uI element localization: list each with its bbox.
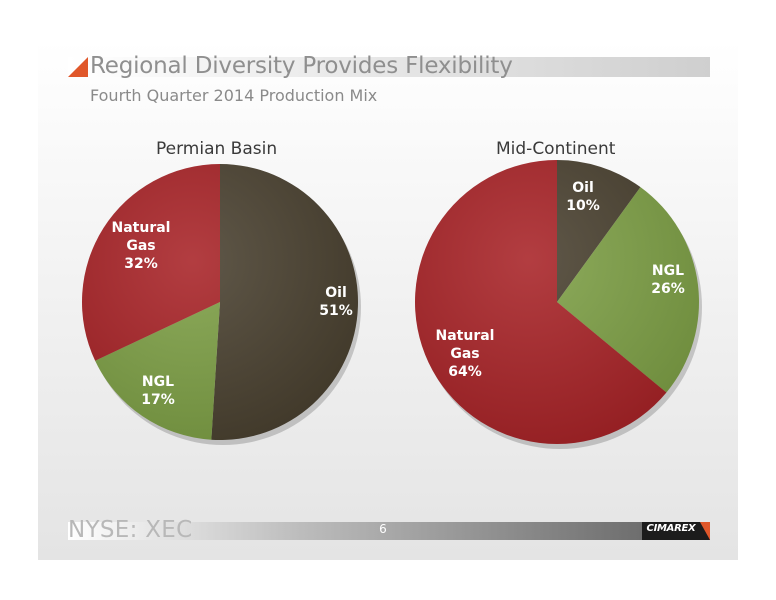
pie-mid-continent: Oil 10% NGL 26% Natural Gas 64% bbox=[415, 160, 702, 449]
footer-bar bbox=[68, 522, 642, 540]
title-bar bbox=[68, 57, 710, 77]
logo-corner-mark bbox=[700, 522, 710, 540]
chart-title-mid-continent: Mid-Continent bbox=[496, 139, 616, 159]
label-oil: Oil 51% bbox=[319, 285, 353, 319]
pie-shading bbox=[415, 160, 699, 444]
slide-title: Regional Diversity Provides Flexibility bbox=[90, 53, 513, 79]
label-natural-gas: Natural Gas 64% bbox=[436, 328, 495, 380]
label-oil: Oil 10% bbox=[566, 180, 600, 214]
chart-title-permian: Permian Basin bbox=[156, 139, 278, 159]
title-flag-icon bbox=[68, 57, 88, 77]
footer-ticker: NYSE: XEC bbox=[68, 517, 193, 543]
page-number: 6 bbox=[379, 522, 387, 536]
label-ngl: NGL 26% bbox=[651, 263, 685, 297]
label-natural-gas: Natural Gas 32% bbox=[112, 220, 171, 272]
cimarex-logo: CIMAREX bbox=[642, 522, 710, 540]
pie-shading bbox=[82, 164, 358, 440]
slide-subtitle: Fourth Quarter 2014 Production Mix bbox=[90, 86, 378, 105]
logo-text: CIMAREX bbox=[646, 523, 696, 534]
label-ngl: NGL 17% bbox=[141, 374, 175, 408]
pie-permian-basin: Oil 51% NGL 17% Natural Gas 32% bbox=[81, 164, 361, 445]
